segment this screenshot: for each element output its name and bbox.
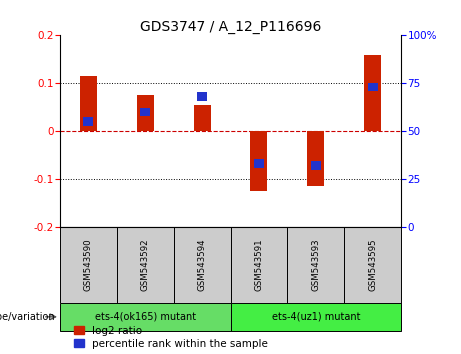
Text: ets-4(uz1) mutant: ets-4(uz1) mutant [272,312,360,322]
Bar [287,227,344,303]
Bar [140,108,150,116]
Bar [254,159,264,168]
Bar [194,105,211,131]
Text: GSM543593: GSM543593 [311,238,320,291]
Bar [344,227,401,303]
Bar [197,92,207,101]
Bar [60,227,117,303]
Bar [174,227,230,303]
Text: ets-4(ok165) mutant: ets-4(ok165) mutant [95,312,196,322]
Bar [60,303,230,331]
Bar [136,95,154,131]
Text: GSM543591: GSM543591 [254,238,263,291]
Bar [250,131,267,191]
Bar [83,117,94,126]
Bar [117,227,174,303]
Legend: log2 ratio, percentile rank within the sample: log2 ratio, percentile rank within the s… [74,326,268,349]
Text: genotype/variation: genotype/variation [0,312,55,322]
Text: GSM543595: GSM543595 [368,238,377,291]
Bar [367,83,378,91]
Bar [311,161,321,170]
Text: GSM543592: GSM543592 [141,238,150,291]
Title: GDS3747 / A_12_P116696: GDS3747 / A_12_P116696 [140,21,321,34]
Text: GSM543594: GSM543594 [198,238,207,291]
Text: GSM543590: GSM543590 [84,238,93,291]
Bar [230,303,401,331]
Bar [307,131,324,186]
Bar [80,76,97,131]
Bar [230,227,287,303]
Bar [364,55,381,131]
